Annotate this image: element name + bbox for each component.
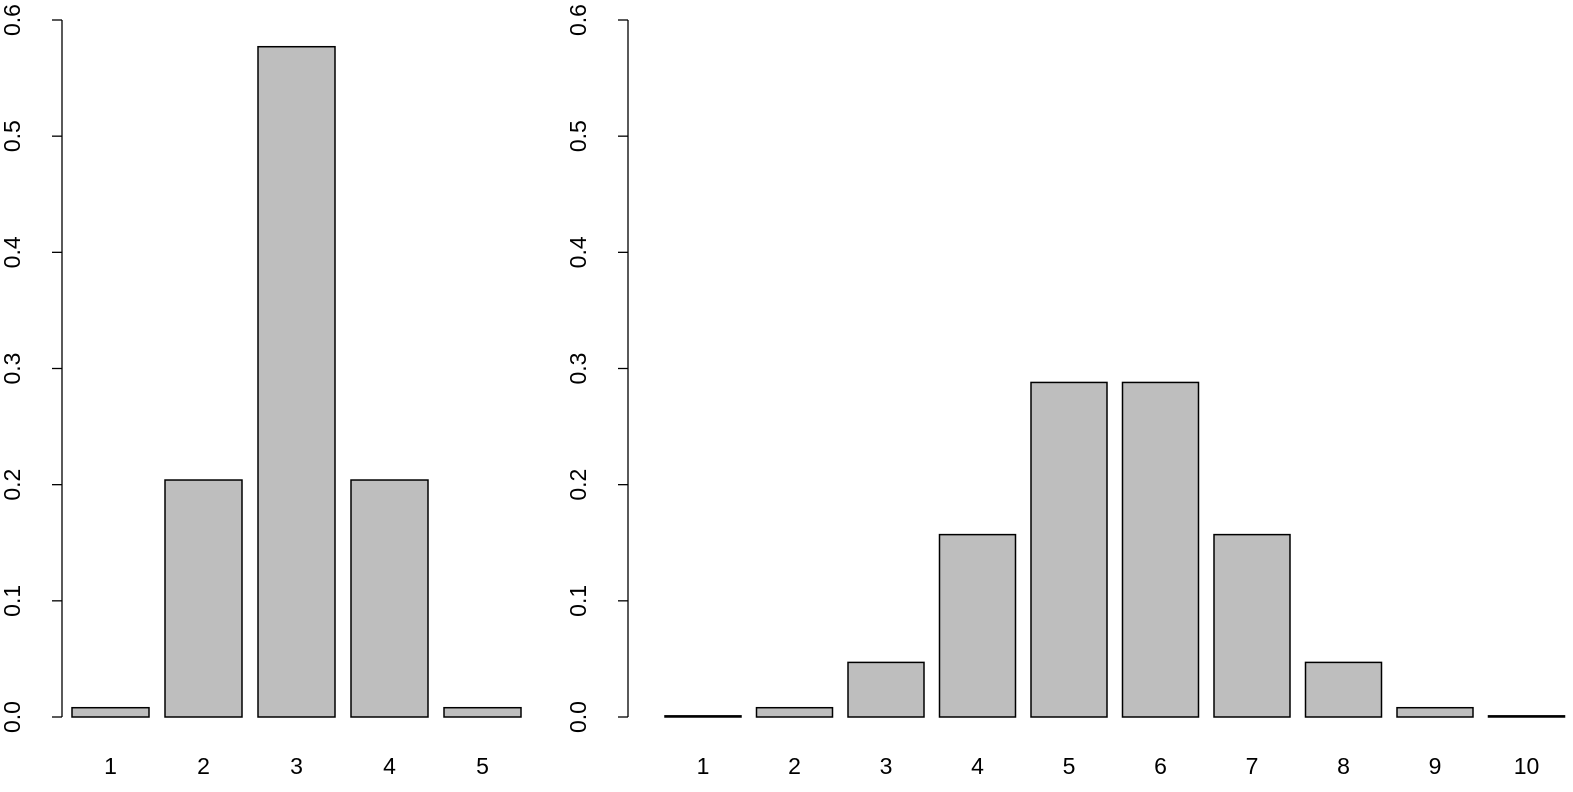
y-tick-label: 0.5 xyxy=(0,120,25,152)
x-tick-label: 4 xyxy=(971,753,984,779)
bar-7 xyxy=(1213,533,1291,718)
x-tick-label: 2 xyxy=(197,753,210,779)
bar-10 xyxy=(1487,715,1566,718)
bar-3 xyxy=(847,661,925,718)
y-tick-label: 0.6 xyxy=(0,4,25,36)
x-tick-label: 3 xyxy=(880,753,893,779)
y-tick-label: 0.1 xyxy=(0,585,25,617)
y-tick-label: 0.0 xyxy=(565,701,591,733)
y-tick-label: 0.4 xyxy=(565,236,591,268)
bar-1 xyxy=(664,715,742,718)
y-tick-label: 0.0 xyxy=(0,701,25,733)
chart-panel-2: 0.0 0.1 0.2 0.3 0.4 0.5 0.6 1 2 3 4 5 6 7 8 9 10 xyxy=(565,4,1566,779)
bar-5 xyxy=(443,706,522,718)
x-tick-label: 1 xyxy=(104,753,117,779)
bar-9 xyxy=(1396,706,1474,718)
chart-panel-1: 0.0 0.1 0.2 0.3 0.4 0.5 0.6 1 2 3 4 5 xyxy=(0,4,522,779)
x-tick-label: 5 xyxy=(1063,753,1076,779)
bar-8 xyxy=(1304,661,1383,718)
y-tick-label: 0.5 xyxy=(565,120,591,152)
bar-1 xyxy=(71,706,150,718)
y-tick-label: 0.1 xyxy=(565,585,591,617)
y-tick-label: 0.4 xyxy=(0,236,25,268)
x-tick-label: 9 xyxy=(1429,753,1442,779)
bar-4 xyxy=(938,533,1017,718)
y-tick-label: 0.2 xyxy=(565,469,591,501)
x-tick-label: 5 xyxy=(476,753,489,779)
x-tick-label: 2 xyxy=(788,753,801,779)
bar-3 xyxy=(257,45,336,718)
x-tick-label: 8 xyxy=(1337,753,1350,779)
y-tick-label: 0.3 xyxy=(565,353,591,385)
bar-6 xyxy=(1121,381,1200,718)
x-tick-label: 7 xyxy=(1246,753,1259,779)
bar-2 xyxy=(164,479,243,718)
bar-5 xyxy=(1030,381,1108,718)
y-tick-label: 0.2 xyxy=(0,469,25,501)
x-tick-label: 3 xyxy=(290,753,303,779)
bar-2 xyxy=(755,706,834,718)
bar-4 xyxy=(350,479,429,718)
y-tick-label: 0.6 xyxy=(565,4,591,36)
x-tick-label: 6 xyxy=(1154,753,1167,779)
x-tick-label: 10 xyxy=(1514,753,1540,779)
x-tick-label: 4 xyxy=(383,753,396,779)
x-tick-label: 1 xyxy=(697,753,710,779)
y-tick-label: 0.3 xyxy=(0,353,25,385)
